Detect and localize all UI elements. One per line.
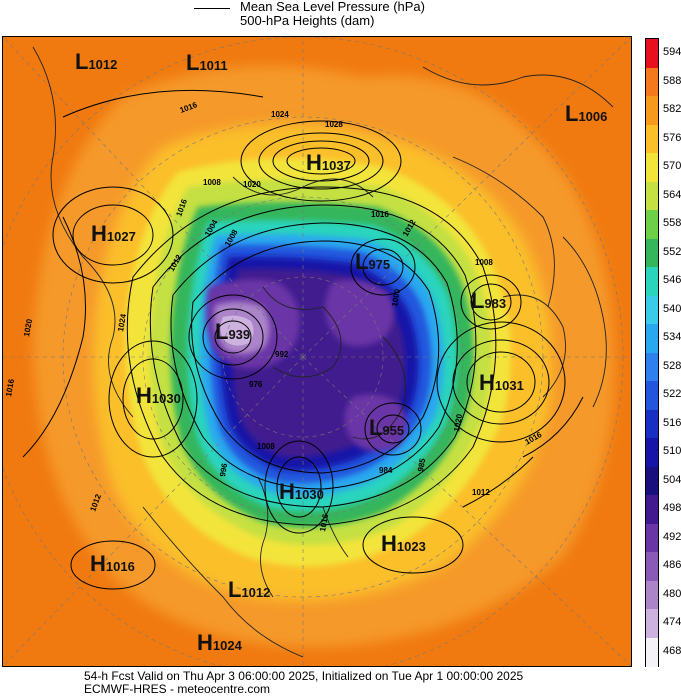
height-colorbar bbox=[645, 38, 659, 667]
colorbar-cell bbox=[646, 381, 658, 410]
pressure-center: L955 bbox=[369, 415, 404, 440]
pressure-center: H1027 bbox=[91, 221, 136, 246]
isobar-label: 1020 bbox=[22, 318, 34, 338]
pressure-center: L975 bbox=[355, 249, 390, 274]
colorbar-cell bbox=[646, 552, 658, 581]
colorbar-tick-label: 516 bbox=[663, 416, 681, 429]
colorbar-tick-label: 552 bbox=[663, 245, 681, 258]
forecast-valid-time: 54-h Fcst Valid on Thu Apr 3 06:00:00 20… bbox=[84, 669, 524, 683]
colorbar-tick-label: 498 bbox=[663, 502, 681, 515]
isobar-label: 1024 bbox=[116, 313, 128, 333]
isobar-label: 1016 bbox=[4, 378, 16, 398]
colorbar-cell bbox=[646, 153, 658, 182]
colorbar-cell bbox=[646, 609, 658, 638]
colorbar-tick-label: 510 bbox=[663, 445, 681, 458]
isobar-label: 1016 bbox=[371, 210, 389, 219]
colorbar-cell bbox=[646, 210, 658, 239]
colorbar-tick-label: 504 bbox=[663, 473, 681, 486]
isobar-label: 1008 bbox=[475, 258, 493, 267]
colorbar-tick-label: 528 bbox=[663, 359, 681, 372]
isobar-label: 985 bbox=[416, 457, 427, 472]
colorbar-tick-label: 594 bbox=[663, 46, 681, 59]
colorbar-cell bbox=[646, 181, 658, 211]
pressure-center: L1006 bbox=[565, 101, 607, 126]
colorbar-tick-label: 582 bbox=[663, 103, 681, 116]
pressure-centers: L1012 L1011 L1006 H1037 H1027 L975 L983 … bbox=[75, 49, 607, 655]
isobar-label: 1028 bbox=[325, 120, 343, 129]
pressure-center: L983 bbox=[471, 288, 506, 313]
colorbar-cell bbox=[646, 466, 658, 496]
isobar-label: 1008 bbox=[257, 442, 275, 451]
isobar-label: 1016 bbox=[318, 513, 330, 533]
map-canvas: 1016 1024 1028 1020 1008 1016 1008 1004 … bbox=[3, 37, 631, 666]
colorbar-cell bbox=[646, 96, 658, 125]
pressure-center: H1037 bbox=[306, 150, 351, 175]
isobar-label: 1024 bbox=[271, 110, 289, 119]
weather-map: 1016 1024 1028 1020 1008 1016 1008 1004 … bbox=[2, 36, 632, 667]
colorbar-cell bbox=[646, 438, 658, 467]
isobar-label: 1020 bbox=[452, 413, 464, 433]
pressure-center: H1024 bbox=[197, 630, 243, 655]
colorbar-cell bbox=[646, 409, 658, 439]
pressure-center: L939 bbox=[215, 319, 250, 344]
pressure-center: H1023 bbox=[381, 531, 426, 556]
colorbar-cell bbox=[646, 124, 658, 154]
colorbar-tick-label: 564 bbox=[663, 188, 681, 201]
colorbar-tick-label: 480 bbox=[663, 587, 681, 600]
legend-mslp-label: Mean Sea Level Pressure (hPa) bbox=[240, 0, 425, 14]
colorbar-cell bbox=[646, 39, 658, 68]
colorbar-tick-label: 486 bbox=[663, 559, 681, 572]
colorbar-cell bbox=[646, 295, 658, 325]
coastlines bbox=[32, 46, 614, 658]
pressure-center: L1012 bbox=[228, 577, 270, 602]
colorbar-cell bbox=[646, 67, 658, 97]
isobar-label: 984 bbox=[379, 466, 393, 475]
colorbar-cell bbox=[646, 238, 658, 268]
colorbar-tick-label: 468 bbox=[663, 644, 681, 657]
colorbar-cell bbox=[646, 637, 658, 667]
isobar-label: 1020 bbox=[243, 180, 261, 189]
colorbar-cell bbox=[646, 523, 658, 553]
colorbar-cell bbox=[646, 495, 658, 524]
isobar-label: 1008 bbox=[203, 178, 221, 187]
colorbar-tick-label: 492 bbox=[663, 530, 681, 543]
pressure-center: H1030 bbox=[136, 383, 181, 408]
colorbar-cell bbox=[646, 324, 658, 353]
colorbar-tick-label: 588 bbox=[663, 74, 681, 87]
pressure-center: L1012 bbox=[75, 49, 117, 74]
isobar-label: 996 bbox=[218, 462, 229, 477]
graticule bbox=[3, 37, 631, 666]
isobar-label: 1000 bbox=[390, 288, 402, 308]
colorbar-tick-label: 474 bbox=[663, 616, 681, 629]
isobar-label: 976 bbox=[249, 380, 263, 389]
legend-heights-label: 500-hPa Heights (dam) bbox=[240, 13, 375, 28]
map-legend: Mean Sea Level Pressure (hPa) 500-hPa He… bbox=[0, 0, 681, 36]
colorbar-tick-label: 534 bbox=[663, 331, 681, 344]
pressure-center: L1011 bbox=[186, 50, 228, 75]
pressure-center: H1031 bbox=[479, 370, 524, 395]
model-credit: ECMWF-HRES - meteocentre.com bbox=[84, 682, 271, 696]
colorbar-cell bbox=[646, 267, 658, 296]
isobars bbox=[22, 89, 584, 590]
colorbar-tick-label: 522 bbox=[663, 388, 681, 401]
colorbar-tick-label: 558 bbox=[663, 217, 681, 230]
colorbar-tick-label: 540 bbox=[663, 302, 681, 315]
colorbar-tick-label: 576 bbox=[663, 131, 681, 144]
colorbar-tick-label: 546 bbox=[663, 274, 681, 287]
isobar-legend-line bbox=[194, 8, 230, 9]
pressure-center: H1030 bbox=[279, 479, 324, 504]
pressure-center: H1016 bbox=[90, 551, 135, 576]
isobar-label: 992 bbox=[275, 350, 289, 359]
colorbar-tick-label: 570 bbox=[663, 160, 681, 173]
colorbar-cell bbox=[646, 352, 658, 382]
map-footer: 54-h Fcst Valid on Thu Apr 3 06:00:00 20… bbox=[0, 670, 681, 700]
colorbar-cell bbox=[646, 580, 658, 610]
isobar-label: 1012 bbox=[472, 488, 490, 497]
